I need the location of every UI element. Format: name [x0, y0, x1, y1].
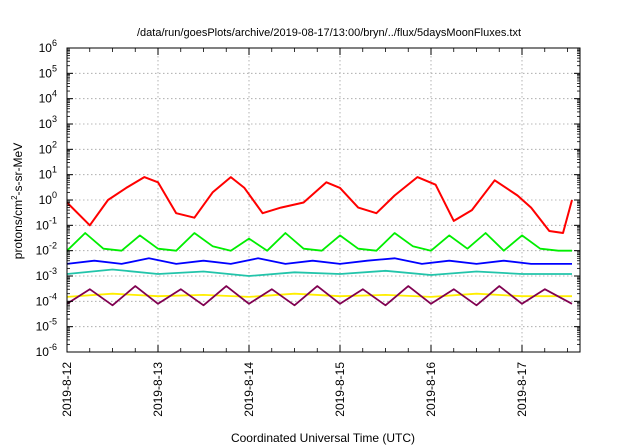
- y-tick-label: 101: [39, 165, 57, 182]
- ticks-layer: [66, 47, 580, 353]
- chart-title: /data/run/goesPlots/archive/2019-08-17/1…: [137, 27, 521, 39]
- grid-layer: [67, 48, 580, 352]
- y-tick-label: 105: [39, 63, 57, 80]
- series-line: [66, 257, 572, 265]
- x-tick-label: 2019-8-16: [424, 362, 438, 417]
- y-tick-exponent: 2: [52, 139, 57, 149]
- series-layer: [66, 176, 573, 307]
- series-line: [66, 176, 573, 234]
- y-tick-label: 10-2: [36, 241, 57, 258]
- y-tick-base: 10: [39, 41, 53, 55]
- y-tick-label: 10-6: [36, 342, 57, 359]
- y-tick-base: 10: [39, 66, 53, 80]
- y-tick-exponent: 4: [52, 89, 57, 99]
- y-tick-exponent: 6: [52, 38, 57, 48]
- y-tick-exponent: -3: [49, 266, 57, 276]
- y-tick-exponent: -4: [49, 291, 57, 301]
- y-tick-exponent: 3: [52, 114, 57, 124]
- y-tick-exponent: -5: [49, 317, 57, 327]
- x-tick-label: 2019-8-17: [515, 362, 529, 417]
- y-tick-base: 10: [36, 345, 50, 359]
- y-tick-exponent: -1: [49, 215, 57, 225]
- y-tick-label: 102: [39, 139, 57, 156]
- x-tick-label: 2019-8-15: [333, 362, 347, 417]
- y-tick-base: 10: [39, 117, 53, 131]
- y-tick-label: 10-4: [36, 291, 57, 308]
- y-axis-label: protons/cm2-s-sr-MeV: [10, 143, 25, 259]
- series-line: [66, 232, 572, 252]
- y-tick-base: 10: [39, 193, 53, 207]
- y-tick-label: 10-3: [36, 266, 57, 283]
- y-tick-exponent: 1: [52, 165, 57, 175]
- x-axis-label: Coordinated Universal Time (UTC): [231, 431, 415, 445]
- y-tick-label: 100: [39, 190, 57, 207]
- y-tick-base: 10: [39, 168, 53, 182]
- y-tick-base: 10: [39, 92, 53, 106]
- y-tick-label: 10-5: [36, 317, 57, 334]
- y-axis-label-rest: -s-sr-MeV: [11, 143, 25, 196]
- y-tick-exponent: -6: [49, 342, 57, 352]
- y-tick-base: 10: [36, 269, 50, 283]
- y-tick-label: 104: [39, 89, 57, 106]
- x-tick-label: 2019-8-14: [242, 362, 256, 417]
- x-tick-label: 2019-8-13: [151, 362, 165, 417]
- x-tick-labels: 2019-8-12 2019-8-13 2019-8-14 2019-8-15 2019…: [60, 362, 529, 417]
- y-tick-base: 10: [36, 244, 50, 258]
- y-axis-label-base: protons/cm: [11, 200, 25, 259]
- series-line: [66, 285, 573, 307]
- series-line: [66, 292, 572, 298]
- y-tick-base: 10: [39, 142, 53, 156]
- y-tick-exponent: 5: [52, 63, 57, 73]
- y-tick-base: 10: [36, 218, 50, 232]
- y-tick-label: 10-1: [36, 215, 57, 232]
- y-tick-exponent: 0: [52, 190, 57, 200]
- y-tick-labels: 10610510410310210110010-110-210-310-410-…: [36, 38, 57, 359]
- y-axis-label-sup: 2: [10, 195, 19, 200]
- y-tick-label: 106: [39, 38, 57, 55]
- x-tick-label: 2019-8-12: [60, 362, 74, 417]
- y-tick-base: 10: [36, 320, 50, 334]
- series-line: [66, 268, 572, 277]
- y-tick-label: 103: [39, 114, 57, 131]
- y-tick-base: 10: [36, 294, 50, 308]
- y-tick-exponent: -2: [49, 241, 57, 251]
